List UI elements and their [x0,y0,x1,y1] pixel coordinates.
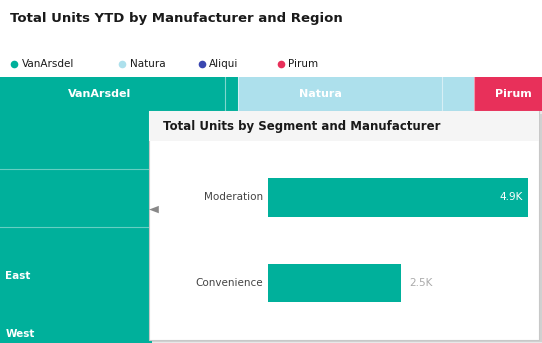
Bar [149,111,539,340]
Bar [0,227,152,285]
Bar [238,77,442,111]
Bar [268,264,401,302]
Text: Total Units YTD by Manufacturer and Region: Total Units YTD by Manufacturer and Regi… [10,12,343,25]
Text: Natura: Natura [130,59,166,69]
Bar [0,111,152,227]
Bar [152,114,542,342]
Text: 4.9K: 4.9K [500,192,523,202]
Text: Pirum: Pirum [494,89,531,99]
Text: Pirum: Pirum [288,59,319,69]
Text: Moderation: Moderation [204,192,263,202]
Bar [0,285,152,343]
Bar [442,77,474,111]
Text: Total Units by Segment and Manufacturer: Total Units by Segment and Manufacturer [163,120,440,132]
Text: East: East [5,271,31,281]
Text: West: West [5,329,35,339]
Text: VanArsdel: VanArsdel [67,89,131,99]
Text: Natura: Natura [299,89,343,99]
Text: Aliqui: Aliqui [209,59,238,69]
Bar [474,77,542,111]
Polygon shape [149,206,159,213]
Bar [0,77,225,111]
Text: Convenience: Convenience [195,278,263,288]
Bar [0,0,542,77]
Bar [225,77,238,111]
Bar [268,178,528,216]
Text: VanArsdel: VanArsdel [22,59,74,69]
Bar [149,111,539,141]
Text: 2.5K: 2.5K [409,278,433,288]
